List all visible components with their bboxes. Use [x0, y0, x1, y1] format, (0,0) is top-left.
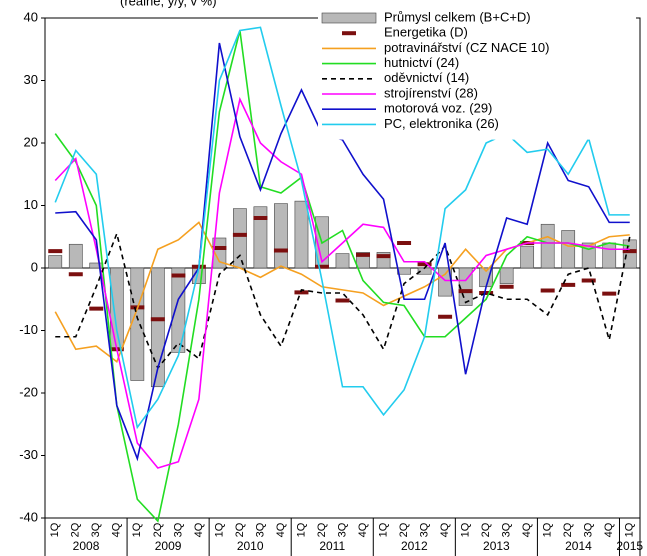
x-tick-label: 4Q [275, 522, 287, 537]
bar [89, 262, 104, 269]
year-label: 2008 [73, 539, 100, 553]
x-tick-label: 2Q [234, 522, 246, 537]
x-tick-label: 3Q [254, 522, 266, 537]
y-tick-label: 0 [31, 259, 38, 274]
x-tick-label: 3Q [90, 522, 102, 537]
x-tick-label: 4Q [111, 522, 123, 537]
year-label: 2015 [616, 539, 643, 553]
x-tick-label: 1Q [213, 522, 225, 537]
y-tick-label: 10 [24, 197, 38, 212]
bar [602, 242, 617, 269]
x-tick-label: 3Q [583, 522, 595, 537]
legend-label: Energetika (D) [384, 25, 468, 40]
line [54, 26, 630, 430]
line [55, 42, 630, 462]
bar [540, 223, 555, 269]
x-tick-label: 2Q [316, 522, 328, 537]
bar [109, 267, 124, 350]
y-tick-label: 30 [24, 72, 38, 87]
x-tick-label: 2Q [480, 522, 492, 537]
legend-label: strojírenství (28) [384, 85, 478, 100]
y-tick-label: -30 [19, 447, 38, 462]
x-tick-label: 3Q [501, 522, 513, 537]
x-tick-label: 3Q [418, 522, 430, 537]
x-tick-label: 1Q [624, 522, 636, 537]
x-tick-label: 1Q [49, 522, 61, 537]
x-tick-label: 2Q [152, 522, 164, 537]
y-tick-label: -40 [19, 509, 38, 524]
x-tick-label: 4Q [357, 522, 369, 537]
y-tick-label: -20 [19, 384, 38, 399]
year-label: 2011 [319, 539, 345, 553]
x-tick-label: 2Q [70, 522, 82, 537]
bar [48, 255, 63, 269]
line [55, 230, 631, 370]
year-label: 2009 [155, 539, 182, 553]
year-label: 2013 [483, 539, 510, 553]
x-tick-label: 2Q [398, 522, 410, 537]
legend-label: potravinářství (CZ NACE 10) [384, 40, 549, 55]
x-tick-label: 3Q [172, 522, 184, 537]
x-tick-label: 1Q [377, 522, 389, 537]
line [54, 30, 630, 523]
x-tick-label: 4Q [193, 522, 205, 537]
legend-label: hutnictví (24) [384, 55, 459, 70]
bar [458, 267, 473, 306]
x-tick-label: 4Q [603, 522, 615, 537]
bar [68, 243, 83, 269]
year-label: 2014 [565, 539, 592, 553]
bar [274, 203, 288, 269]
chart-title: (reálně, y/y, v %) [120, 0, 217, 8]
y-tick-label: 40 [24, 9, 38, 24]
x-tick-label: 4Q [521, 522, 533, 537]
x-tick-label: 1Q [131, 522, 143, 537]
legend-label: PC, elektronika (26) [384, 116, 499, 131]
legend-swatch [321, 12, 377, 24]
legend-label: motorová voz. (29) [384, 101, 492, 116]
bar [581, 242, 596, 269]
x-tick-label: 3Q [336, 522, 348, 537]
y-tick-label: -10 [19, 322, 38, 337]
x-tick-label: 2Q [562, 522, 574, 537]
bar [499, 267, 514, 284]
bar [171, 267, 186, 353]
bar [520, 245, 535, 269]
legend-box [318, 10, 636, 140]
x-tick-label: 1Q [460, 522, 472, 537]
legend-label: oděvnictví (14) [384, 70, 469, 85]
y-tick-label: 20 [24, 134, 38, 149]
legend-label: Průmysl celkem (B+C+D) [384, 9, 531, 24]
x-tick-label: 1Q [542, 522, 554, 537]
bar [561, 230, 576, 269]
year-label: 2010 [237, 539, 264, 553]
x-tick-label: 4Q [439, 522, 451, 537]
bar [253, 206, 268, 269]
bar [233, 208, 247, 269]
year-label: 2012 [401, 539, 428, 553]
line [54, 96, 630, 469]
x-tick-label: 1Q [295, 522, 307, 537]
bar [335, 253, 350, 269]
bar [294, 200, 309, 269]
bar [130, 267, 145, 381]
line [54, 221, 630, 364]
